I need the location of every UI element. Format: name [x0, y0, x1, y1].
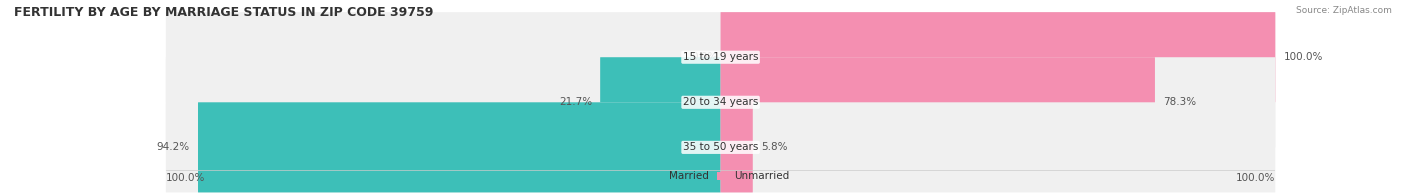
Text: 100.0%: 100.0%: [1236, 173, 1275, 183]
Text: 20 to 34 years: 20 to 34 years: [683, 97, 758, 107]
Text: 15 to 19 years: 15 to 19 years: [683, 52, 758, 62]
FancyBboxPatch shape: [720, 12, 1275, 102]
Text: 35 to 50 years: 35 to 50 years: [683, 142, 758, 152]
Legend: Married, Unmarried: Married, Unmarried: [648, 167, 793, 186]
Text: 21.7%: 21.7%: [558, 97, 592, 107]
Text: 100.0%: 100.0%: [166, 173, 205, 183]
Text: 100.0%: 100.0%: [1284, 52, 1323, 62]
Text: Source: ZipAtlas.com: Source: ZipAtlas.com: [1296, 6, 1392, 15]
FancyBboxPatch shape: [166, 57, 1275, 147]
Text: 94.2%: 94.2%: [156, 142, 190, 152]
FancyBboxPatch shape: [720, 57, 1154, 147]
FancyBboxPatch shape: [198, 102, 721, 192]
FancyBboxPatch shape: [600, 57, 721, 147]
Text: 0.0%: 0.0%: [692, 52, 718, 62]
Text: FERTILITY BY AGE BY MARRIAGE STATUS IN ZIP CODE 39759: FERTILITY BY AGE BY MARRIAGE STATUS IN Z…: [14, 6, 433, 19]
FancyBboxPatch shape: [166, 102, 1275, 192]
Text: 78.3%: 78.3%: [1163, 97, 1197, 107]
FancyBboxPatch shape: [720, 102, 752, 192]
FancyBboxPatch shape: [166, 12, 1275, 102]
Text: 5.8%: 5.8%: [761, 142, 787, 152]
